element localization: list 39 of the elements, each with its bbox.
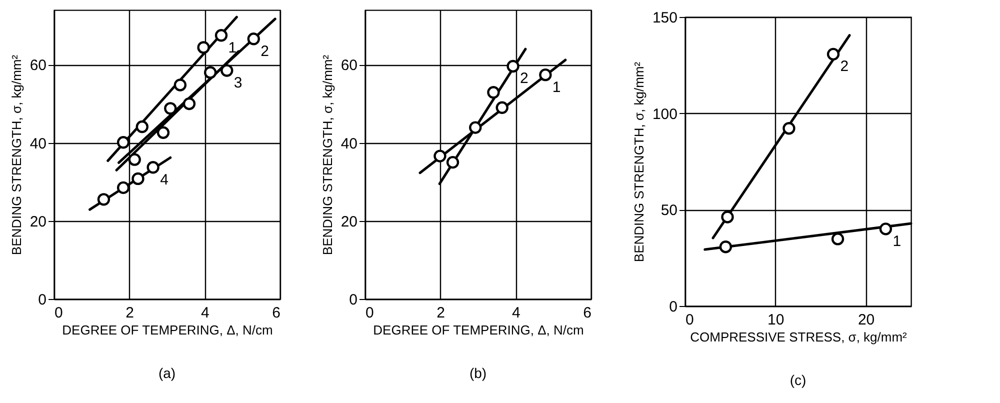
x-tick-label: 2 [126,304,134,322]
y-tick-label: 50 [660,202,678,220]
x-tick-label: 2 [436,304,446,322]
x-tick-label: 6 [272,304,280,322]
y-tick-label: 40 [30,135,46,152]
text: (c) [790,372,806,388]
x-tick-label: 4 [512,304,520,322]
series-label: 2 [840,58,849,76]
x-tick-label: 0 [686,312,694,328]
y-tick-label: 100 [652,106,678,123]
y-tick-label: 60 [30,57,46,74]
y-tick-label: 0 [38,292,46,308]
y-tick-label: 20 [30,213,46,230]
series-label: 1 [552,78,561,96]
x-tick-label: 0 [54,304,63,322]
x-axis-title: DEGREE OF TEMPERING, Δ, N/cm [62,322,273,338]
y-tick-label: 60 [340,57,358,74]
x-tick-label: 6 [583,304,592,322]
series-label: 1 [228,39,237,56]
x-tick-label: 20 [858,312,875,328]
x-tick-label: 0 [366,304,374,322]
text: (b) [469,365,487,381]
text: (a) [158,365,176,381]
y-tick-label: 150 [652,10,678,26]
y-axis-title: BENDING STRENGTH, σ, kg/mm² [8,54,24,256]
x-tick-label: 4 [200,304,210,322]
series-label: 1 [892,232,902,250]
y-tick-label: 0 [349,292,358,308]
series-label: 3 [234,74,242,92]
series-label: 4 [160,171,168,188]
x-axis-title: DEGREE OF TEMPERING, Δ, N/cm [373,322,584,338]
x-axis-title: COMPRESSIVE STRESS, σ, kg/mm² [690,330,908,344]
series-label: 2 [520,70,528,88]
y-tick-label: 20 [340,213,358,230]
x-tick-label: 10 [768,312,784,328]
y-tick-label: 40 [340,135,358,152]
series-label: 2 [260,42,269,60]
y-axis-title: BENDING STRENGTH, σ, kg/mm² [320,54,335,256]
y-axis-title: BENDING STRENGTH, σ, kg/mm² [631,61,646,262]
